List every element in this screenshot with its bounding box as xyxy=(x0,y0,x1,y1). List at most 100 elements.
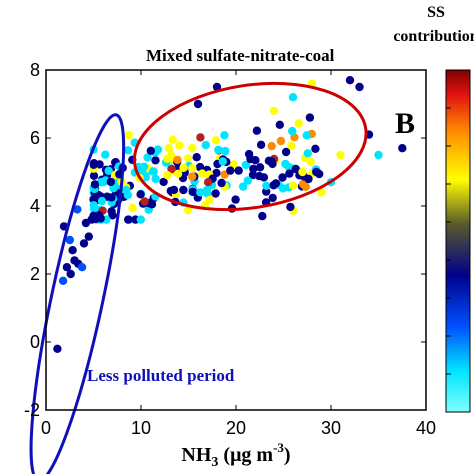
data-point xyxy=(109,184,118,193)
data-point xyxy=(146,146,155,155)
data-point xyxy=(214,145,223,154)
data-point xyxy=(226,166,235,175)
data-point xyxy=(66,269,75,279)
data-point xyxy=(345,76,355,85)
colorbar-title-line2: contribution xyxy=(393,28,474,45)
ellipse-mixed xyxy=(132,81,368,212)
data-point xyxy=(136,215,145,224)
data-point xyxy=(143,153,152,162)
colorbar xyxy=(445,69,471,413)
data-point xyxy=(220,131,229,140)
data-point xyxy=(151,156,160,165)
y-tick-label: 4 xyxy=(30,196,40,216)
data-point xyxy=(221,146,230,156)
data-point xyxy=(136,190,145,199)
data-point xyxy=(218,157,227,166)
data-point xyxy=(231,195,240,204)
data-point xyxy=(288,93,298,102)
ellipse-less xyxy=(29,113,126,474)
data-point xyxy=(65,235,75,245)
data-point xyxy=(68,246,77,255)
data-point xyxy=(275,120,284,129)
data-point xyxy=(278,173,287,182)
data-point xyxy=(90,193,100,203)
data-point xyxy=(192,153,201,162)
data-point xyxy=(255,171,264,181)
data-point xyxy=(258,211,267,221)
scatter-points xyxy=(53,76,407,353)
data-point xyxy=(96,214,105,223)
data-point xyxy=(211,189,220,198)
data-point xyxy=(151,174,160,184)
x-axis-label: NH3 (μg m-3) xyxy=(181,440,290,470)
data-point xyxy=(198,169,207,178)
data-point xyxy=(238,182,248,191)
data-point xyxy=(205,195,214,205)
data-point xyxy=(267,157,276,166)
data-point xyxy=(298,167,307,177)
data-point xyxy=(249,164,258,173)
data-point xyxy=(294,119,303,128)
data-point xyxy=(89,171,99,180)
data-point xyxy=(288,181,298,190)
data-point xyxy=(195,162,205,172)
data-point xyxy=(246,154,255,164)
data-point xyxy=(173,155,182,165)
data-point xyxy=(248,170,258,180)
data-point xyxy=(184,154,193,163)
data-point xyxy=(291,164,300,174)
data-point xyxy=(90,180,100,189)
data-point xyxy=(193,99,203,109)
data-point xyxy=(107,207,116,216)
data-point xyxy=(288,126,297,136)
data-point xyxy=(140,197,149,206)
data-point xyxy=(256,140,266,149)
data-point xyxy=(301,182,310,191)
data-point xyxy=(175,141,184,150)
data-point xyxy=(255,163,265,172)
data-point xyxy=(149,167,158,176)
data-point xyxy=(304,174,313,184)
data-point xyxy=(84,232,94,241)
data-point xyxy=(276,136,286,146)
data-point xyxy=(355,82,364,92)
data-point xyxy=(159,177,168,187)
data-point xyxy=(211,136,221,145)
data-point xyxy=(267,141,276,151)
x-tick-label: 0 xyxy=(41,418,51,438)
data-point xyxy=(374,150,383,160)
data-point xyxy=(188,172,197,181)
x-tick-label: 30 xyxy=(321,418,341,438)
data-point xyxy=(229,160,238,169)
data-point xyxy=(128,203,137,213)
data-point xyxy=(167,164,176,174)
y-tick-label: 8 xyxy=(30,60,40,80)
data-point xyxy=(196,188,205,197)
data-point xyxy=(179,163,188,173)
data-point xyxy=(203,178,213,187)
data-point xyxy=(217,178,226,188)
data-point xyxy=(79,239,89,248)
data-point xyxy=(77,263,87,272)
data-point xyxy=(303,149,312,158)
data-point xyxy=(398,144,407,153)
data-point xyxy=(202,186,211,195)
data-point xyxy=(153,145,163,154)
data-point xyxy=(123,146,133,155)
colorbar-ticks xyxy=(446,107,451,375)
data-point xyxy=(287,141,296,150)
data-point xyxy=(173,169,183,178)
data-point xyxy=(97,196,107,206)
data-point xyxy=(89,160,98,169)
y-tick-label: 6 xyxy=(30,128,40,148)
data-point xyxy=(269,106,279,116)
data-point xyxy=(73,205,82,214)
data-point xyxy=(167,151,176,160)
data-point xyxy=(305,113,315,122)
x-ticks: 0 10 20 30 40 xyxy=(41,70,436,438)
data-point xyxy=(268,193,277,203)
data-point xyxy=(336,150,345,160)
data-point xyxy=(58,276,68,285)
y-ticks: -2 0 2 4 6 8 xyxy=(24,60,426,420)
